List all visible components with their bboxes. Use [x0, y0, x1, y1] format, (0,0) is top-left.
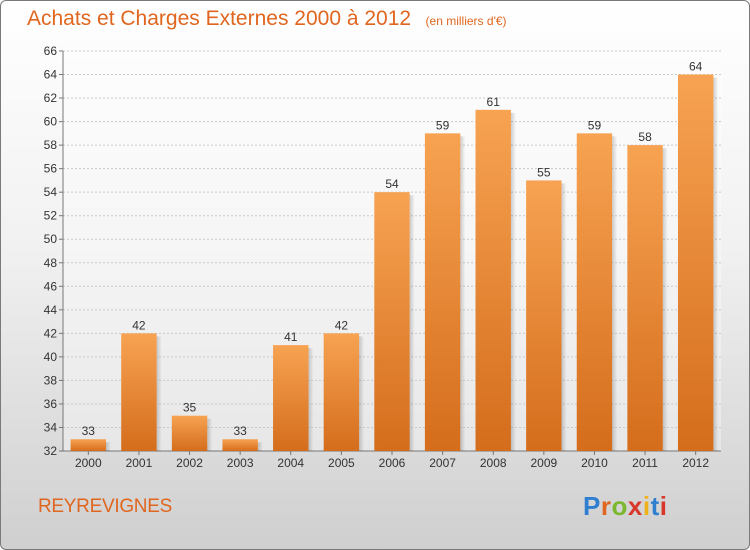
y-tick-label: 48: [44, 256, 58, 270]
logo-letter: t: [650, 491, 660, 521]
data-label-2010: 59: [588, 118, 602, 132]
logo-letter: P: [583, 491, 601, 521]
logo-letter: i: [642, 491, 651, 521]
bar-shadow: [207, 418, 213, 451]
data-label-2003: 33: [233, 424, 247, 438]
x-tick-label-2008: 2008: [480, 456, 507, 470]
bar-shadow: [612, 136, 618, 451]
commune-name: REYREVIGNES: [38, 496, 172, 517]
bar-2007: [424, 133, 461, 451]
x-tick-label-2004: 2004: [277, 456, 304, 470]
bar-2012: [677, 74, 714, 451]
y-tick-label: 46: [44, 279, 58, 293]
data-label-2007: 59: [436, 118, 450, 132]
x-tick-label-2002: 2002: [176, 456, 203, 470]
data-label-2011: 58: [638, 130, 652, 144]
x-tick-label-2006: 2006: [379, 456, 406, 470]
bar-2010: [576, 133, 613, 451]
y-tick-label: 52: [44, 209, 58, 223]
data-label-2009: 55: [537, 165, 551, 179]
data-label-2002: 35: [183, 401, 197, 415]
bar-shadow: [713, 77, 719, 451]
bar-shadow: [460, 136, 466, 451]
bar-2004: [273, 345, 309, 451]
y-tick-label: 44: [44, 303, 58, 317]
bar-shadow: [359, 336, 365, 451]
y-tick-label: 50: [44, 232, 58, 246]
chart-subtitle: (en milliers d'€): [425, 14, 507, 28]
logo-letter: r: [600, 491, 612, 521]
data-label-2001: 42: [132, 318, 146, 332]
bar-shadow: [409, 195, 415, 451]
x-tick-label-2003: 2003: [227, 456, 254, 470]
bar-shadow: [510, 112, 516, 451]
y-tick-label: 64: [44, 68, 58, 82]
data-label-2000: 33: [82, 424, 96, 438]
data-label-2008: 61: [487, 95, 501, 109]
bar-shadow: [156, 336, 162, 451]
bar-2005: [323, 333, 360, 451]
bar-2001: [121, 333, 157, 451]
bar-2002: [171, 415, 208, 451]
logo-letter: o: [611, 491, 628, 521]
y-tick-label: 60: [44, 115, 58, 129]
y-tick-label: 32: [44, 444, 58, 458]
title-row: Achats et Charges Externes 2000 à 2012 (…: [27, 7, 507, 31]
proxiti-logo: Proxiti: [583, 491, 667, 522]
x-tick-label-2009: 2009: [530, 456, 557, 470]
y-tick-label: 34: [44, 420, 58, 434]
bar-shadow: [561, 183, 567, 452]
bar-shadow: [662, 148, 668, 451]
y-tick-label: 56: [44, 162, 58, 176]
x-tick-label-2001: 2001: [126, 456, 153, 470]
bar-2006: [374, 192, 410, 452]
data-label-2012: 64: [689, 60, 703, 74]
bar-shadow: [106, 442, 112, 451]
y-tick-label: 62: [44, 91, 58, 105]
y-tick-label: 42: [44, 326, 58, 340]
bar-2008: [475, 109, 511, 451]
x-tick-label-2007: 2007: [429, 456, 456, 470]
y-tick-label: 58: [44, 138, 58, 152]
y-tick-label: 40: [44, 350, 58, 364]
y-tick-label: 36: [44, 397, 58, 411]
data-label-2004: 41: [284, 330, 298, 344]
x-tick-label-2012: 2012: [682, 456, 709, 470]
bar-shadow: [257, 442, 263, 451]
x-tick-label-2005: 2005: [328, 456, 355, 470]
logo-letter: x: [627, 491, 643, 521]
bar-2000: [70, 439, 107, 451]
bar-2011: [627, 145, 663, 451]
data-label-2005: 42: [335, 318, 349, 332]
data-label-2006: 54: [385, 177, 399, 191]
bar-2009: [526, 180, 562, 452]
bar-2003: [222, 439, 258, 451]
logo-letter: i: [659, 491, 668, 521]
y-tick-label: 54: [44, 185, 58, 199]
chart-title: Achats et Charges Externes 2000 à 2012: [27, 7, 412, 30]
x-tick-label-2000: 2000: [75, 456, 102, 470]
x-tick-label-2010: 2010: [581, 456, 608, 470]
bar-shadow: [308, 348, 314, 451]
y-tick-label: 38: [44, 373, 58, 387]
y-tick-label: 66: [44, 44, 58, 58]
x-tick-label-2011: 2011: [632, 456, 658, 470]
